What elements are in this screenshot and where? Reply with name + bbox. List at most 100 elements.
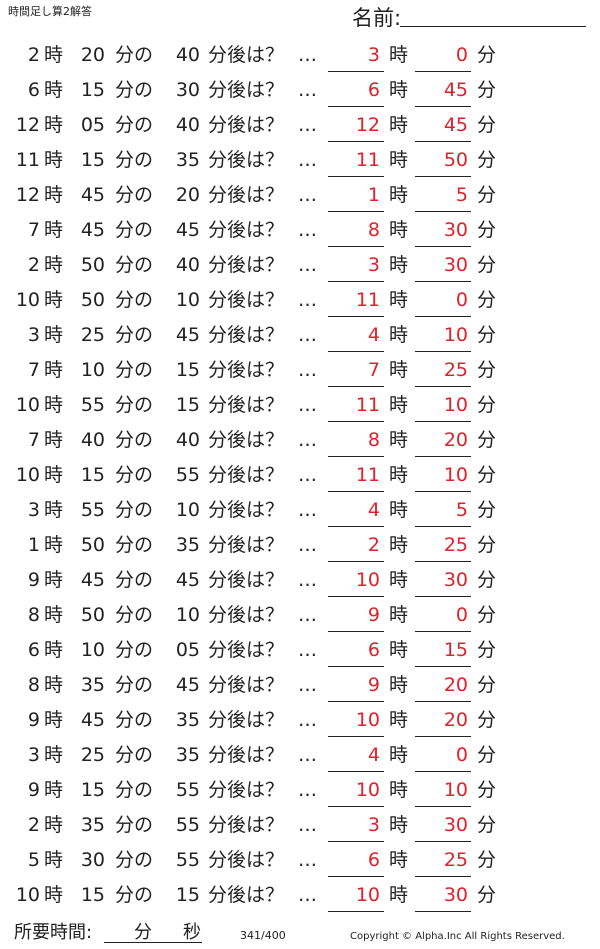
answer-line [415,526,471,527]
answer-line [328,806,384,807]
hour: 10 [15,464,40,486]
min-label: 分 [477,639,497,661]
min-label: 分 [477,394,497,416]
min-of-label: 分の [115,44,154,66]
min-label: 分 [477,814,497,836]
after-label: 分後は？ [208,289,285,311]
min-label: 分 [477,114,497,136]
time-sec: 秒 [183,922,201,943]
minute: 35 [80,814,105,836]
minute: 45 [80,184,105,206]
answer-hour: 4 [367,744,380,766]
add-minutes: 35 [175,149,200,171]
answer-minute: 25 [443,534,468,556]
add-minutes: 10 [175,604,200,626]
name-label: 名前: [352,6,402,30]
after-label: 分後は？ [208,464,285,486]
add-minutes: 30 [175,79,200,101]
answer-minute: 5 [455,499,468,521]
min-of-label: 分の [115,429,154,451]
hour: 2 [27,814,40,836]
dots: … [298,744,317,766]
answer-minute: 30 [443,884,468,906]
min-of-label: 分の [115,394,154,416]
min-label: 分 [477,884,497,906]
dots: … [298,79,317,101]
answer-line [328,526,384,527]
add-minutes: 45 [175,569,200,591]
answer-line [415,456,471,457]
hour: 12 [15,184,40,206]
answer-minute: 30 [443,814,468,836]
minute: 30 [80,849,105,871]
hour-label: 時 [44,324,64,346]
dots: … [298,884,317,906]
hour-label: 時 [44,814,64,836]
after-label: 分後は？ [208,394,285,416]
answer-line [328,771,384,772]
hour-label: 時 [44,184,64,206]
hour-label: 時 [44,639,64,661]
minute: 15 [80,779,105,801]
hour: 10 [15,289,40,311]
add-minutes: 55 [175,814,200,836]
min-of-label: 分の [115,674,154,696]
hour-label: 時 [44,779,64,801]
after-label: 分後は？ [208,639,285,661]
min-of-label: 分の [115,604,154,626]
answer-line [415,491,471,492]
min-label: 分 [477,184,497,206]
answer-line [328,491,384,492]
hour-label: 時 [389,184,409,206]
min-of-label: 分の [115,149,154,171]
answer-minute: 0 [455,44,468,66]
min-label: 分 [477,779,497,801]
hour-label: 時 [44,464,64,486]
answer-minute: 10 [443,779,468,801]
min-of-label: 分の [115,184,154,206]
add-minutes: 35 [175,709,200,731]
answer-hour: 10 [355,779,380,801]
dots: … [298,149,317,171]
hour: 7 [27,359,40,381]
min-of-label: 分の [115,324,154,346]
add-minutes: 45 [175,324,200,346]
answer-minute: 10 [443,464,468,486]
after-label: 分後は？ [208,79,285,101]
min-label: 分 [477,219,497,241]
after-label: 分後は？ [208,254,285,276]
min-of-label: 分の [115,534,154,556]
min-of-label: 分の [115,744,154,766]
answer-line [415,841,471,842]
hour: 3 [27,324,40,346]
dots: … [298,534,317,556]
dots: … [298,289,317,311]
hour-label: 時 [389,674,409,696]
dots: … [298,394,317,416]
hour-label: 時 [389,394,409,416]
after-label: 分後は？ [208,814,285,836]
add-minutes: 55 [175,849,200,871]
answer-hour: 10 [355,569,380,591]
answer-minute: 10 [443,324,468,346]
minute: 25 [80,324,105,346]
hour-label: 時 [44,114,64,136]
answer-minute: 10 [443,394,468,416]
hour-label: 時 [44,499,64,521]
answer-line [328,841,384,842]
answer-hour: 10 [355,884,380,906]
answer-hour: 3 [367,814,380,836]
add-minutes: 10 [175,289,200,311]
answer-line [328,666,384,667]
minute: 50 [80,604,105,626]
hour-label: 時 [44,79,64,101]
min-label: 分 [477,534,497,556]
answer-hour: 11 [355,394,380,416]
hour: 2 [27,254,40,276]
hour-label: 時 [44,359,64,381]
answer-minute: 5 [455,184,468,206]
dots: … [298,569,317,591]
hour-label: 時 [389,849,409,871]
minute: 50 [80,254,105,276]
